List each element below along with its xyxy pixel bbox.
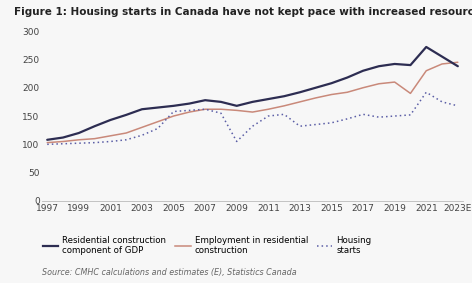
Legend: Residential construction
component of GDP, Employment in residential
constructio: Residential construction component of GD… [42, 236, 372, 255]
Text: Source: CMHC calculations and estimates (E), Statistics Canada: Source: CMHC calculations and estimates … [42, 268, 297, 277]
Text: Figure 1: Housing starts in Canada have not kept pace with increased resource al: Figure 1: Housing starts in Canada have … [14, 7, 472, 17]
